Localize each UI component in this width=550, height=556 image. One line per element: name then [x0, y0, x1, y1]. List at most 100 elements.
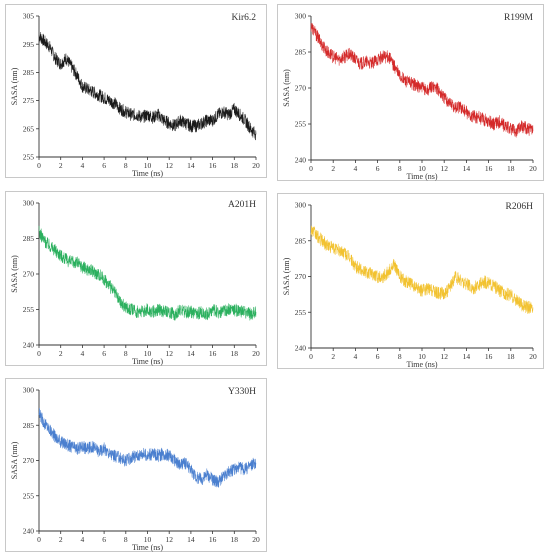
y-tick-label: 240	[23, 527, 35, 536]
series-line	[310, 22, 534, 138]
x-axis-title: Time (ns)	[132, 543, 163, 552]
x-tick-label: 16	[209, 161, 217, 170]
chart-title-kir62: Kir6.2	[231, 13, 256, 23]
x-tick-label: 2	[331, 164, 335, 173]
y-tick-label: 240	[23, 341, 35, 350]
y-axis-title: SASA (nm)	[282, 257, 291, 295]
x-tick-label: 6	[376, 164, 380, 173]
x-tick-label: 18	[507, 352, 515, 361]
x-tick-label: 6	[102, 535, 106, 544]
y-tick-label: 255	[295, 120, 307, 129]
y-tick-label: 275	[23, 96, 35, 105]
x-tick-label: 4	[354, 164, 358, 173]
y-tick-label: 285	[295, 48, 307, 57]
y-tick-label: 285	[295, 236, 307, 245]
x-axis-title: Time (ns)	[406, 172, 437, 181]
x-tick-label: 14	[187, 349, 195, 358]
x-tick-label: 20	[529, 164, 537, 173]
y-tick-label: 255	[23, 153, 35, 162]
x-tick-label: 6	[102, 349, 106, 358]
chart-y330h: 0 2 4 6 8 10 12 14 16 18 20 240 255 270 285 300 Time (ns…	[10, 386, 260, 552]
chart-panel-r199m: 0 2 4 6 8 10 12 14 16 18 20 240 255 270 285 300 Time (ns…	[277, 4, 544, 181]
y-tick-label: 300	[295, 12, 307, 21]
chart-r199m: 0 2 4 6 8 10 12 14 16 18 20 240 255 270 285 300 Time (ns…	[282, 12, 537, 181]
x-tick-label: 12	[165, 535, 173, 544]
y-axis-title: SASA (nm)	[10, 441, 19, 479]
x-tick-label: 2	[331, 352, 335, 361]
x-axis-title: Time (ns)	[132, 169, 163, 178]
x-tick-label: 8	[398, 352, 402, 361]
x-tick-label: 0	[37, 161, 41, 170]
x-tick-label: 4	[354, 352, 358, 361]
x-tick-label: 12	[440, 352, 448, 361]
y-tick-label: 305	[23, 12, 35, 21]
chart-title-r206h: R206H	[506, 202, 534, 212]
x-tick-label: 8	[124, 161, 128, 170]
x-tick-label: 18	[231, 535, 239, 544]
x-tick-label: 0	[309, 352, 313, 361]
y-tick-label: 255	[23, 305, 35, 314]
x-tick-label: 8	[398, 164, 402, 173]
series-line	[38, 31, 257, 141]
x-tick-label: 20	[252, 161, 260, 170]
chart-panel-y330h: 0 2 4 6 8 10 12 14 16 18 20 240 255 270 285 300 Time (ns…	[5, 378, 267, 552]
x-tick-label: 20	[252, 535, 260, 544]
x-tick-label: 12	[440, 164, 448, 173]
x-tick-label: 4	[81, 535, 85, 544]
chart-panel-a201h: 0 2 4 6 8 10 12 14 16 18 20 240 255 270 285 300 Time (ns…	[5, 191, 267, 366]
chart-kir62: 0 2 4 6 8 10 12 14 16 18 20 255 265 275 285 295 305 Time …	[10, 12, 260, 178]
chart-a201h: 0 2 4 6 8 10 12 14 16 18 20 240 255 270 285 300 Time (ns…	[10, 199, 260, 366]
x-tick-label: 20	[252, 349, 260, 358]
series-line	[38, 225, 257, 321]
x-tick-label: 14	[187, 161, 195, 170]
y-tick-label: 285	[23, 234, 35, 243]
x-tick-label: 0	[37, 535, 41, 544]
x-tick-label: 10	[144, 535, 152, 544]
chart-title-r199m: R199M	[504, 13, 534, 23]
x-axis-title: Time (ns)	[406, 360, 437, 369]
y-tick-label: 285	[23, 68, 35, 77]
y-tick-label: 240	[295, 344, 307, 353]
chart-panel-kir62: 0 2 4 6 8 10 12 14 16 18 20 255 265 275 285 295 305 Time …	[5, 4, 267, 178]
chart-title-a201h: A201H	[228, 200, 256, 210]
y-tick-label: 265	[23, 124, 35, 133]
chart-r206h: 0 2 4 6 8 10 12 14 16 18 20 240 255 270 285 300 Time (ns…	[282, 201, 537, 369]
y-tick-label: 270	[23, 456, 35, 465]
x-tick-label: 2	[59, 349, 63, 358]
series-line	[310, 225, 534, 314]
x-tick-label: 10	[418, 164, 426, 173]
x-tick-label: 18	[231, 349, 239, 358]
y-axis-title: SASA (nm)	[10, 255, 19, 293]
x-tick-label: 14	[187, 535, 195, 544]
y-tick-label: 285	[23, 421, 35, 430]
x-tick-label: 2	[59, 535, 63, 544]
y-tick-label: 270	[23, 270, 35, 279]
x-tick-label: 16	[485, 352, 493, 361]
y-axis-title: SASA (nm)	[10, 67, 19, 105]
y-tick-label: 300	[23, 386, 35, 395]
y-axis-title: SASA (nm)	[282, 69, 291, 107]
x-tick-label: 14	[463, 164, 471, 173]
y-tick-label: 300	[295, 201, 307, 210]
x-tick-label: 12	[165, 349, 173, 358]
x-tick-label: 10	[144, 349, 152, 358]
x-tick-label: 16	[209, 349, 217, 358]
x-tick-label: 2	[59, 161, 63, 170]
x-tick-label: 12	[165, 161, 173, 170]
chart-title-y330h: Y330H	[228, 387, 256, 397]
series-line	[38, 407, 257, 488]
x-tick-label: 0	[309, 164, 313, 173]
x-tick-label: 4	[81, 161, 85, 170]
x-tick-label: 20	[529, 352, 537, 361]
y-tick-label: 255	[295, 308, 307, 317]
y-tick-label: 240	[295, 156, 307, 165]
x-tick-label: 10	[418, 352, 426, 361]
y-tick-label: 270	[295, 272, 307, 281]
x-tick-label: 8	[124, 349, 128, 358]
x-tick-label: 0	[37, 349, 41, 358]
x-tick-label: 8	[124, 535, 128, 544]
x-tick-label: 14	[463, 352, 471, 361]
x-tick-label: 16	[209, 535, 217, 544]
x-tick-label: 6	[376, 352, 380, 361]
x-tick-label: 18	[231, 161, 239, 170]
